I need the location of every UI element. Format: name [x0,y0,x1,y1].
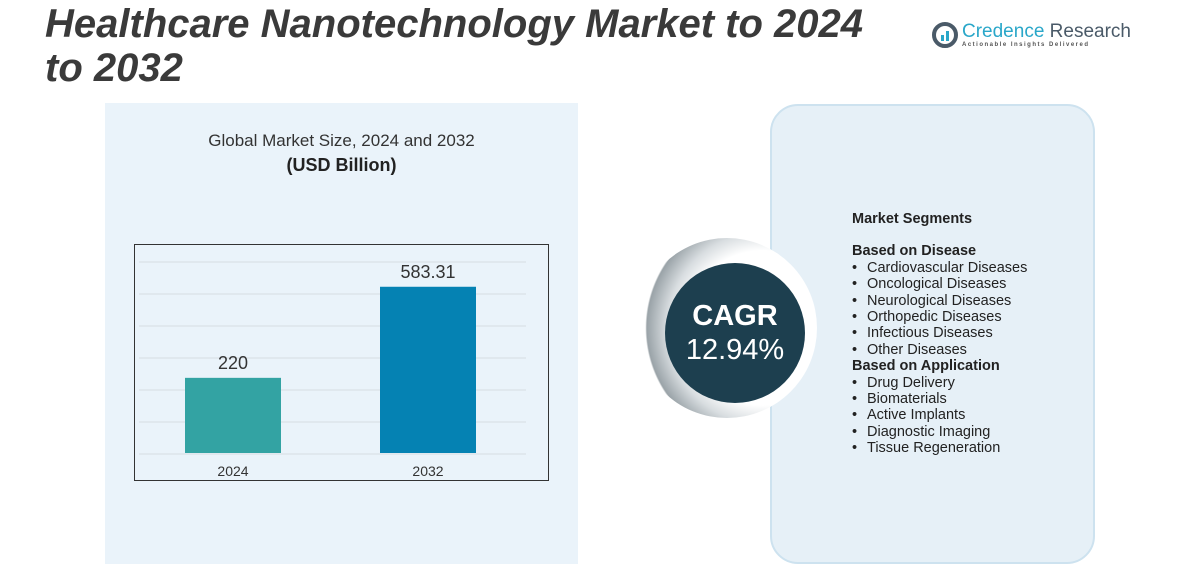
logo-tagline: Actionable Insights Delivered [962,42,1090,48]
segment-item: Oncological Diseases [852,276,1027,293]
segment-group-title: Based on Disease [852,243,977,260]
segment-item: Diagnostic Imaging [852,424,1027,441]
segment-item: Cardiovascular Diseases [852,260,1027,277]
logo-name: Credence [962,21,1045,42]
segment-item: Orthopedic Diseases [852,309,1027,326]
segment-item: Biomaterials [852,391,1027,408]
logo-chart-icon [932,22,958,48]
segment-item: Infectious Diseases [852,325,1027,342]
segment-item: Active Implants [852,407,1027,424]
segments-heading: Market Segments [852,211,973,227]
segment-group-title: Based on Application [852,358,1000,375]
chart-border [134,244,549,481]
cagr-label: CAGR [692,300,778,332]
x-tick-label: 2032 [412,463,443,479]
chart-unit: (USD Billion) [286,155,397,175]
x-tick-label: 2024 [217,463,248,479]
segment-item: Drug Delivery [852,375,1027,392]
credence-research-logo: Credence Research Actionable Insights De… [932,22,1131,48]
cagr-value: 12.94% [685,334,785,366]
segment-item: Other Diseases [852,342,1027,359]
chart-panel [105,103,578,564]
bar-chart: 220 2024 583.31 2032 [134,244,549,481]
page-title: Healthcare Nanotechnology Market to 2024… [45,2,864,90]
segment-item: Neurological Diseases [852,293,1027,310]
data-label: 583.31 [400,262,455,282]
data-label: 220 [218,353,248,373]
segment-item: Tissue Regeneration [852,440,1027,457]
logo-name-2: Research [1044,21,1131,42]
market-segments: Market Segments Based on DiseaseCardiova… [852,211,1027,457]
bar-2024 [185,377,281,453]
bar-2032 [380,286,476,453]
cagr-badge: CAGR 12.94% [665,263,805,403]
chart-title: Global Market Size, 2024 and 2032 [208,131,475,150]
